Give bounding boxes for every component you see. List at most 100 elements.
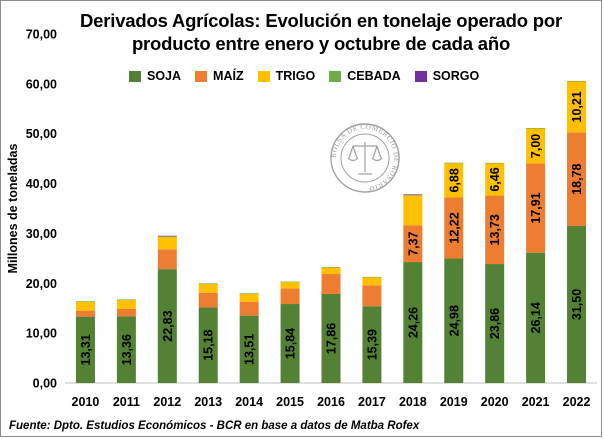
legend-label: SOJA [147, 69, 182, 83]
data-label: 6,88 [447, 168, 461, 192]
chart-title-line2: producto entre enero y octubre de cada a… [131, 33, 511, 54]
y-tick-label: 70,00 [26, 28, 57, 42]
bar-maíz-2018 [403, 225, 423, 263]
bar-soja-2014 [239, 315, 259, 383]
x-tick-label: 2019 [440, 395, 468, 409]
legend-swatch [257, 70, 270, 82]
bar-maíz-2015 [280, 288, 300, 305]
legend-item-sorgo: SORGO [414, 69, 480, 83]
bar-trigo-2012 [157, 236, 177, 250]
data-label: 15,39 [365, 329, 379, 360]
x-tick-label: 2011 [113, 395, 140, 409]
y-axis-label: Millones de toneladas [6, 144, 20, 274]
bar-soja-2010 [75, 316, 95, 383]
bar-cebada-2021 [526, 127, 546, 129]
bar-cebada-2020 [485, 162, 505, 164]
bar-trigo-2019 [444, 163, 464, 198]
bar-cebada-2017 [362, 276, 382, 278]
bar-trigo-2010 [75, 301, 95, 311]
bar-maíz-2020 [485, 195, 505, 265]
bar-maíz-2013 [198, 292, 218, 308]
bar-maíz-2016 [321, 274, 341, 294]
bar-cebada-2015 [280, 281, 300, 283]
bar-sorgo-2012 [157, 235, 177, 237]
y-tick-label: 30,00 [26, 227, 57, 241]
bar-soja-2019 [444, 258, 464, 383]
x-tick-label: 2012 [153, 395, 181, 409]
bar-trigo-2021 [526, 128, 546, 164]
data-label: 10,21 [570, 91, 584, 122]
bar-soja-2011 [116, 316, 136, 383]
bar-trigo-2015 [280, 282, 300, 289]
legend-label: SORGO [432, 69, 480, 83]
bar-cebada-2010 [75, 301, 95, 302]
data-label: 17,86 [325, 323, 339, 354]
x-tick-label: 2022 [563, 395, 591, 409]
bar-maíz-2019 [444, 197, 464, 259]
data-label: 15,18 [202, 329, 216, 360]
seal-outer-ring [330, 123, 400, 193]
bcr-seal-watermark: BOLSA DE COMERCIO DE ROSARIO [330, 123, 400, 193]
bar-trigo-2013 [198, 283, 218, 293]
legend-item-soja: SOJA [129, 69, 181, 83]
data-label: 18,78 [570, 163, 584, 194]
data-label: 31,50 [570, 289, 584, 320]
bar-trigo-2020 [485, 163, 505, 196]
data-label: 7,37 [406, 231, 420, 255]
y-tick-label: 50,00 [26, 127, 57, 141]
bar-soja-2012 [157, 269, 177, 383]
bar-soja-2022 [567, 225, 587, 383]
x-tick-label: 2017 [358, 395, 386, 409]
bar-cebada-2011 [116, 299, 136, 301]
y-tick-label: 10,00 [26, 327, 57, 341]
bar-trigo-2016 [321, 267, 341, 275]
bar-maíz-2010 [75, 310, 95, 317]
legend-swatch [129, 70, 141, 82]
legend-label: MAÍZ [213, 69, 244, 83]
x-tick-label: 2021 [522, 395, 550, 409]
legend-swatch [329, 70, 342, 82]
x-tick-label: 2014 [235, 395, 263, 409]
data-label: 24,26 [406, 307, 420, 338]
chart-title-line1: Derivados Agrícolas: Evolución en tonela… [80, 10, 562, 31]
bar-cebada-2012 [157, 236, 177, 237]
bar-maíz-2021 [526, 163, 546, 253]
bar-cebada-2022 [567, 80, 587, 82]
bar-sorgo-2018 [403, 194, 423, 195]
bar-soja-2015 [280, 304, 300, 383]
bar-soja-2020 [485, 264, 505, 383]
legend-swatch [195, 70, 208, 82]
data-label: 13,36 [120, 334, 134, 365]
legend-label: CEBADA [347, 69, 401, 83]
x-tick-label: 2016 [317, 395, 345, 409]
data-label: 13,51 [243, 334, 257, 365]
bar-soja-2021 [526, 252, 546, 383]
x-tick-label: 2013 [194, 395, 222, 409]
y-tick-label: 20,00 [26, 277, 57, 291]
y-tick-label: 0,00 [33, 377, 57, 391]
data-label: 22,83 [161, 310, 175, 341]
data-label: 6,46 [488, 167, 502, 191]
source-note: Fuente: Dpto. Estudios Económicos - BCR … [9, 420, 420, 432]
data-label: 24,98 [447, 305, 461, 336]
data-label: 13,31 [79, 334, 93, 365]
legend-item-cebada: CEBADA [329, 69, 401, 83]
data-label: 12,22 [447, 212, 461, 243]
bar-soja-2016 [321, 293, 341, 383]
legend-item-maíz: MAÍZ [195, 69, 244, 83]
bar-trigo-2011 [116, 299, 136, 309]
bar-maíz-2017 [362, 285, 382, 307]
seal-scales-icon [347, 142, 383, 175]
bar-maíz-2014 [239, 301, 259, 316]
bar-trigo-2014 [239, 293, 259, 302]
bar-soja-2017 [362, 306, 382, 383]
data-label: 7,00 [529, 134, 543, 158]
y-tick-label: 40,00 [26, 177, 57, 191]
bar-cebada-2016 [321, 267, 341, 268]
bar-maíz-2011 [116, 308, 136, 317]
legend-swatch [414, 70, 427, 82]
data-label: 26,14 [529, 302, 543, 333]
data-label: 17,91 [529, 192, 543, 223]
data-label: 13,73 [488, 214, 502, 245]
y-tick-label: 60,00 [26, 77, 57, 91]
